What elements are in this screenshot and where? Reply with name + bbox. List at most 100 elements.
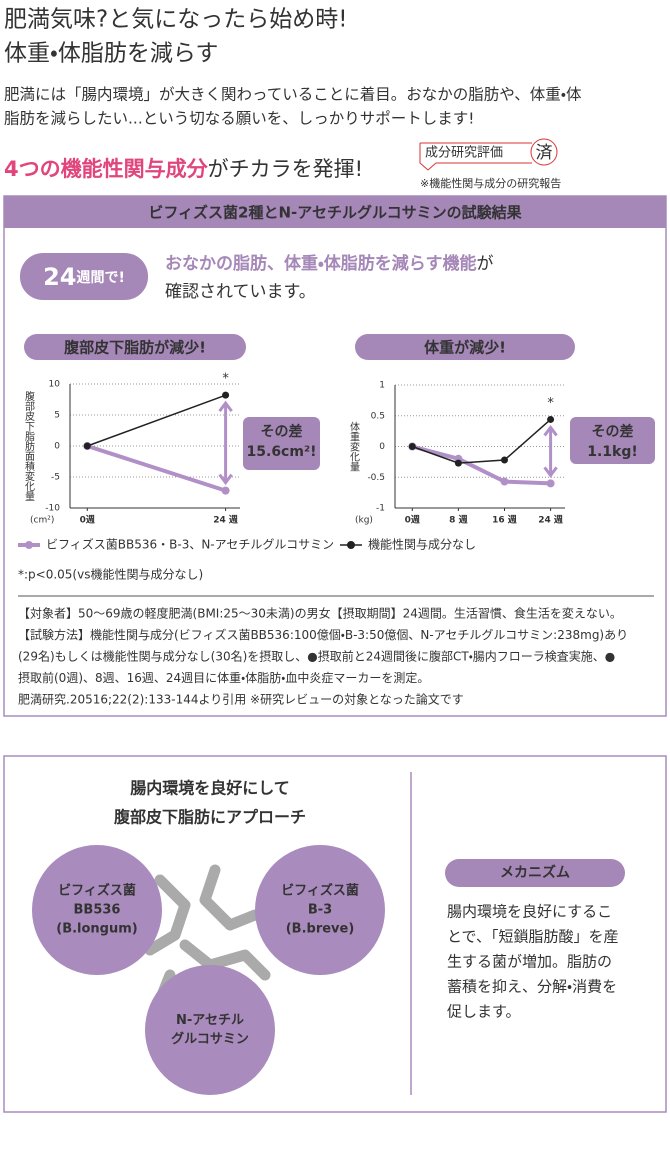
difference-text: その差 <box>592 423 634 440</box>
chart-title: 腹部皮下脂肪が減少! <box>64 339 206 357</box>
mechanism-box <box>3 755 667 1113</box>
x-tick-label: 0週 <box>80 515 96 526</box>
ingredient-circle <box>255 845 385 975</box>
period-unit: 週間で! <box>77 270 125 286</box>
arrow-heads <box>218 400 233 486</box>
mechanism-pill <box>445 859 625 887</box>
difference-box <box>570 417 655 464</box>
data-point <box>546 479 555 488</box>
data-point <box>221 486 230 495</box>
ingredient-text: B-3 <box>308 903 332 918</box>
mechanism-text: とで、「短鎖脂肪酸」を産 <box>447 928 618 946</box>
chart-title-pill <box>24 334 246 360</box>
legend-label: 機能性関与成分なし <box>368 538 476 552</box>
y-tick-label: -0.5 <box>367 473 385 483</box>
ingredient-text: ビフィズス菌 <box>281 883 359 899</box>
study-header <box>4 196 666 228</box>
ingredient-circle <box>32 845 162 975</box>
difference-text: 1.1kg! <box>587 444 638 460</box>
y-tick-label: -10 <box>45 504 60 514</box>
y-axis-label: 体重変化量 <box>348 421 360 471</box>
data-point <box>500 456 508 464</box>
data-point <box>500 477 509 486</box>
result-highlight: おなかの脂肪、体重・体脂肪を減らす機能 <box>165 253 476 274</box>
y-tick-label: 0 <box>379 442 385 452</box>
headline: 肥満気味?と気になったら始め時! <box>4 7 347 33</box>
y-axis-label: 腹部皮下脂肪面積変化量 <box>23 390 35 501</box>
mechanism-text: 腸内環境を良好にするこ <box>447 903 612 921</box>
method-text: (29名)もしくは機能性関与成分なし(30名)を摂取し、●摂取前と24週間後に腹… <box>18 649 615 664</box>
y-tick-label: 0 <box>54 442 60 452</box>
series-line <box>86 444 227 493</box>
data-point <box>222 391 230 399</box>
ingredient-text: (B.breve) <box>286 922 355 937</box>
difference-text: その差 <box>261 423 303 440</box>
method-text: 【対象者】50〜69歳の軽度肥満(BMI:25〜30未満)の男女【摂取期間】24… <box>18 606 622 621</box>
legend-dot <box>25 541 33 549</box>
chart-title-pill <box>355 334 575 360</box>
difference-text: 15.6cm²! <box>247 444 317 460</box>
period-text: 24週間で! <box>43 263 125 291</box>
claim-highlight: 4つの機能性関与成分 <box>4 157 209 181</box>
legend-dot <box>347 541 355 549</box>
ingredient-circle <box>145 965 275 1095</box>
headline: 体重・体脂肪を減らす <box>4 41 218 67</box>
difference-box <box>243 417 320 470</box>
significance-mark: * <box>222 372 229 387</box>
series-line <box>412 418 552 464</box>
mechanism-label: メカニズム <box>500 864 570 881</box>
badge: 成分研究評価 <box>425 145 503 161</box>
arrow-heads <box>543 424 558 478</box>
series-line <box>87 394 226 447</box>
intro-text: 脂肪を減らしたい...という切なる願いを、しっかりサポートします! <box>4 110 475 128</box>
y-tick-label: 1 <box>379 381 385 391</box>
unit-label: (kg) <box>355 516 373 526</box>
ingredient-text: N-アセチル <box>176 1013 244 1028</box>
y-tick-label: 0.5 <box>371 411 385 421</box>
badge-frame <box>419 142 532 171</box>
result-tail: が <box>476 254 493 274</box>
claim-note: ※機能性関与成分の研究報告 <box>420 176 561 190</box>
unit-label: (cm²) <box>30 516 54 526</box>
x-tick-label: 0週 <box>405 515 421 526</box>
mechanism-text: 生する菌が増加。脂肪の <box>447 953 612 971</box>
ingredient-text: (B.longum) <box>56 922 137 937</box>
legend-label: ビフィズス菌BB536・B-3、N-アセチルグルコサミン <box>46 537 334 552</box>
chart-title: 体重が減少! <box>424 339 506 357</box>
x-tick-label: 24 週 <box>538 515 564 526</box>
y-tick-label: 10 <box>49 380 61 390</box>
claim: 4つの機能性関与成分がチカラを発揮! <box>4 157 363 181</box>
significance-mark: * <box>547 396 554 411</box>
data-point <box>83 442 91 450</box>
y-tick-label: -1 <box>376 504 385 514</box>
claim-text: がチカラを発揮! <box>208 157 363 181</box>
intro-text: 肥満には「腸内環境」が大きく関わっていることに着目。おなかの脂肪や、体重・体 <box>4 86 582 104</box>
mechanism-text: 促します。 <box>447 1003 521 1021</box>
x-tick-label: 8 週 <box>449 515 468 526</box>
result: おなかの脂肪、体重・体脂肪を減らす機能が <box>165 253 493 274</box>
y-tick-label: -5 <box>51 473 60 483</box>
seal <box>530 138 558 166</box>
method-text: 摂取前(0週)、8週、16週、24週目に体重・体脂肪・血中炎症マーカーを測定。 <box>18 670 429 685</box>
data-point <box>454 459 462 467</box>
method-text: 【試験方法】機能性関与成分(ビフィズス菌BB536:100億個・B-3:50億個… <box>18 627 628 642</box>
result: 確認されています。 <box>165 282 316 302</box>
method-text: 肥満研究.20516;22(2):133-144より引用 ※研究レビューの対象と… <box>18 692 464 707</box>
y-tick-label: 5 <box>54 411 60 421</box>
data-point <box>408 443 416 450</box>
ingredient-text: ビフィズス菌 <box>58 883 136 899</box>
ingredient-text: グルコサミン <box>171 1031 249 1047</box>
mechanism-text: 蓄積を抑え、分解・消費を <box>447 978 617 996</box>
seal-text: 済 <box>536 143 553 163</box>
ingredient-text: BB536 <box>74 903 121 918</box>
study-title: ビフィズス菌2種とN-アセチルグルコサミンの試験結果 <box>148 204 522 222</box>
period-badge <box>20 253 148 300</box>
data-point <box>547 415 555 423</box>
x-tick-label: 16 週 <box>492 515 518 526</box>
footnote: *:p<0.05(vs機能性関与成分なし) <box>18 568 203 582</box>
mechanism-title: 腹部皮下脂肪にアプローチ <box>114 808 306 827</box>
period-number: 24 <box>43 263 76 291</box>
series-line <box>411 444 551 486</box>
mechanism-title: 腸内環境を良好にして <box>130 779 290 798</box>
